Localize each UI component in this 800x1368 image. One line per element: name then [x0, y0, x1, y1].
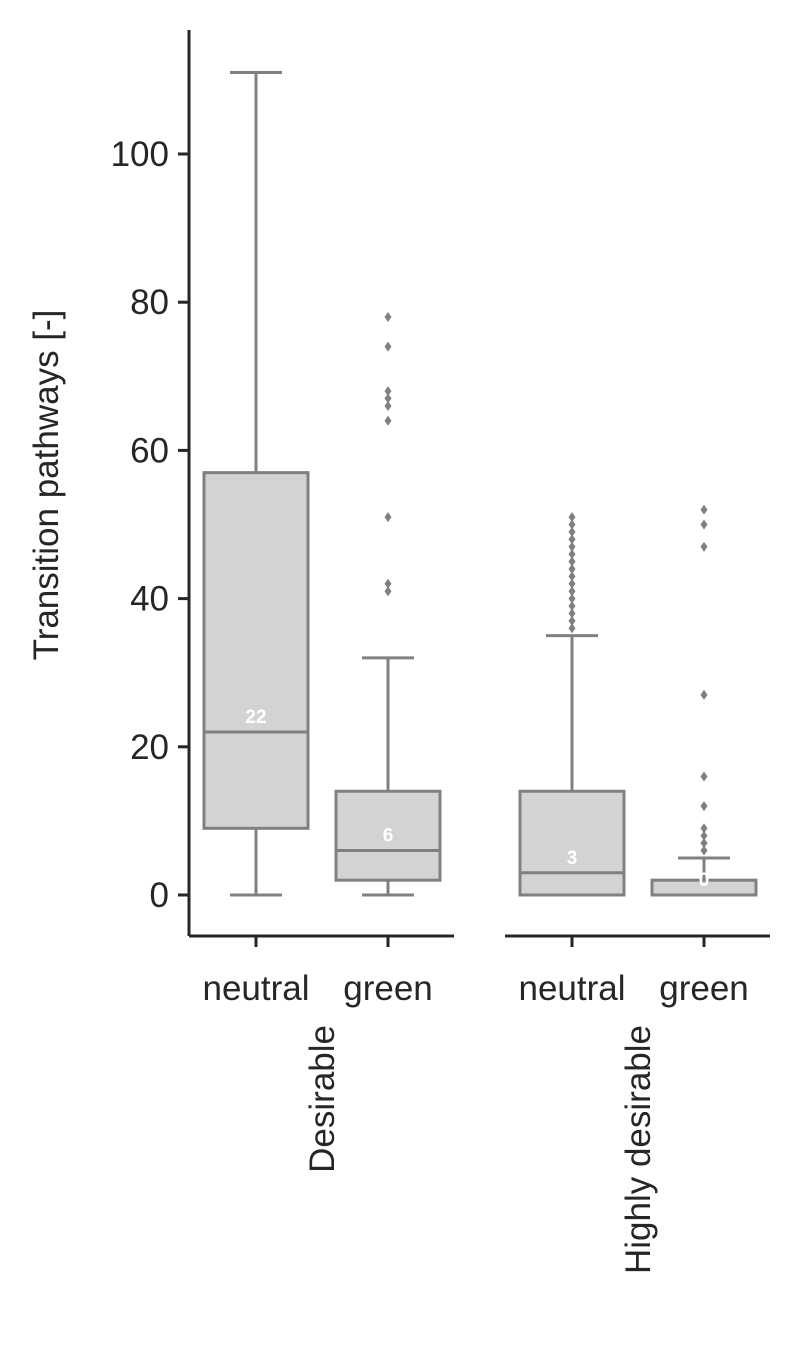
box [202, 471, 310, 830]
outlier-point [384, 400, 392, 411]
x-tick-label: green [343, 969, 433, 1008]
outlier-point [568, 541, 576, 552]
median-label: 3 [567, 848, 578, 869]
box [518, 789, 626, 897]
y-tick-label: 40 [130, 580, 169, 619]
outlier-point [700, 823, 708, 834]
outlier-point [568, 512, 576, 523]
outlier-point [568, 563, 576, 574]
median-label: 6 [383, 826, 394, 847]
x-tick-label: neutral [202, 969, 309, 1008]
panel-label: Highly desirable [619, 1025, 658, 1274]
box [334, 789, 442, 882]
outlier-point [700, 845, 708, 856]
outlier-point [700, 689, 708, 700]
y-tick-label: 80 [130, 283, 169, 322]
outlier-point [568, 549, 576, 560]
outlier-point [384, 512, 392, 523]
outlier-point [568, 608, 576, 619]
outlier-point [700, 830, 708, 841]
outlier-point [568, 534, 576, 545]
y-tick-label: 60 [130, 431, 169, 470]
outlier-point [700, 838, 708, 849]
x-tick-label: neutral [518, 969, 625, 1008]
outlier-point [700, 801, 708, 812]
outlier-point [700, 541, 708, 552]
outlier-point [384, 312, 392, 323]
y-tick-label: 100 [111, 135, 169, 174]
outlier-point [700, 504, 708, 515]
outlier-point [700, 771, 708, 782]
y-tick-label: 20 [130, 728, 169, 767]
outlier-point [384, 386, 392, 397]
outlier-point [384, 578, 392, 589]
outlier-point [568, 615, 576, 626]
y-tick-label: 0 [150, 876, 169, 915]
outlier-point [568, 526, 576, 537]
outlier-point [384, 393, 392, 404]
outlier-point [568, 601, 576, 612]
outlier-point [700, 519, 708, 530]
outlier-point [568, 593, 576, 604]
axes-layer [178, 30, 770, 947]
outlier-point [568, 556, 576, 567]
outlier-point [384, 415, 392, 426]
median-label: 22 [245, 707, 266, 728]
boxes-layer [202, 70, 758, 897]
outlier-point [568, 623, 576, 634]
outlier-point [568, 586, 576, 597]
y-axis-title: Transition pathways [-] [27, 310, 66, 661]
panel-label: Desirable [303, 1025, 342, 1173]
outlier-point [568, 578, 576, 589]
x-tick-label: green [659, 969, 749, 1008]
median-label: 0 [699, 870, 710, 891]
outlier-point [568, 519, 576, 530]
outlier-point [384, 586, 392, 597]
outlier-point [384, 341, 392, 352]
outlier-point [568, 571, 576, 582]
